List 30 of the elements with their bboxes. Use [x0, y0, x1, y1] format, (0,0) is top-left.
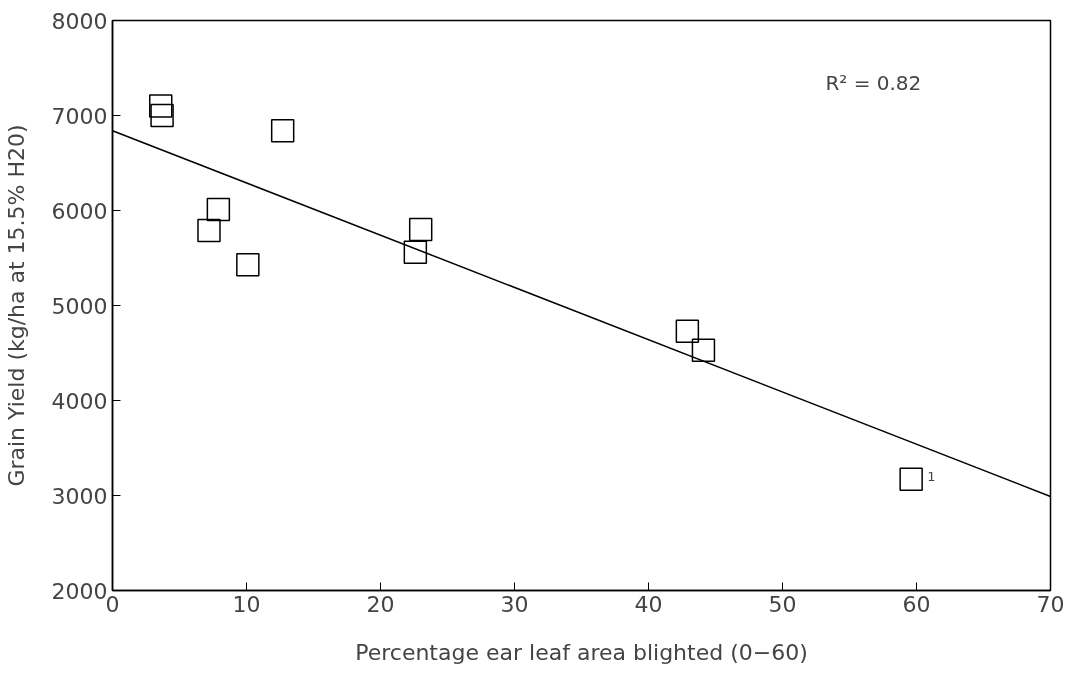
point — [270, 118, 295, 143]
annotation: 1 — [927, 469, 936, 485]
x-tick-label: 50 — [768, 591, 797, 617]
point — [236, 252, 260, 277]
x-tick-label: 40 — [634, 591, 663, 617]
y-tick-label: 2000 — [51, 578, 108, 604]
point — [691, 338, 716, 362]
point — [899, 467, 923, 492]
x-tick-label: 70 — [1036, 591, 1065, 617]
y-tick-label: 8000 — [51, 8, 108, 34]
x-tick-label: 30 — [500, 591, 529, 617]
annotation: R² = 0.82 — [825, 70, 922, 95]
y-tick-label: 7000 — [51, 103, 108, 129]
y-tick-label: 5000 — [51, 293, 108, 319]
point — [408, 217, 433, 242]
x-tick-label: 60 — [902, 591, 931, 617]
point — [197, 218, 221, 243]
point — [675, 319, 700, 343]
y-tick-label: 6000 — [51, 198, 108, 224]
point — [206, 197, 231, 222]
x-tick-label: 0 — [105, 591, 120, 617]
y-tick-label: 4000 — [51, 388, 108, 414]
point — [148, 94, 173, 118]
x-tick-label: 10 — [232, 591, 261, 617]
point — [403, 240, 428, 265]
y-axis-title: Grain Yield (kg/ha at 15.5% H20) — [3, 124, 29, 487]
y-tick-label: 3000 — [51, 483, 108, 509]
x-axis-title: Percentage ear leaf area blighted (0−60) — [355, 639, 808, 665]
point — [150, 103, 174, 128]
x-tick-label: 20 — [366, 591, 395, 617]
